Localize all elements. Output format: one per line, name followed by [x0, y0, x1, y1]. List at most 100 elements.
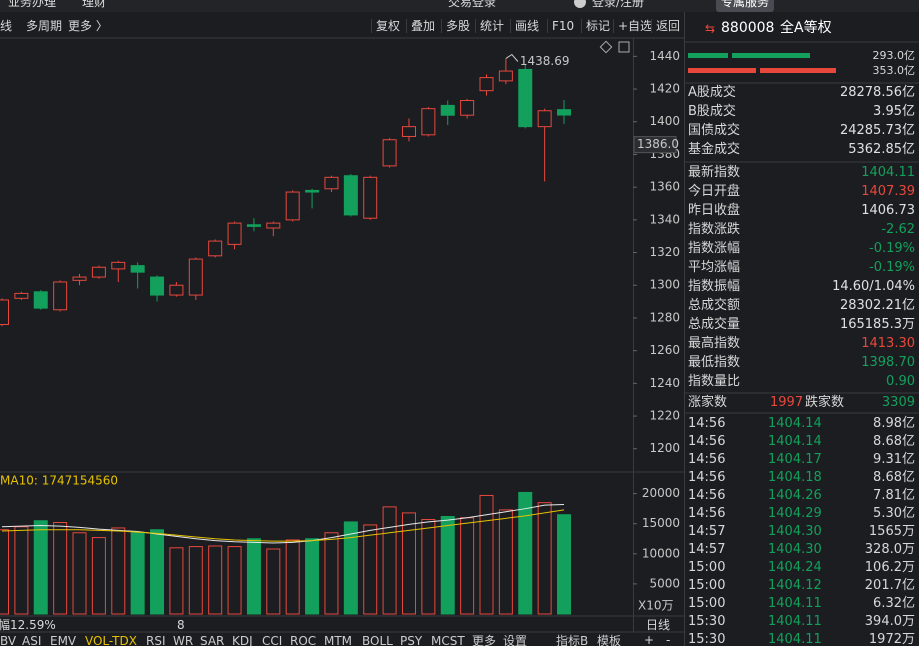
volume-bar — [518, 491, 533, 615]
indicator-tab[interactable]: 指标B — [556, 634, 589, 646]
volume-bar — [246, 538, 261, 615]
top-bar-item[interactable]: 登录/注册 — [592, 0, 645, 9]
stat-label: 总成交额 — [688, 298, 741, 313]
indicator-tab[interactable]: 设置 — [503, 634, 528, 646]
volume-bar — [440, 516, 455, 615]
flow-bar — [760, 68, 836, 73]
volume-bar — [382, 506, 397, 615]
user-icon[interactable] — [574, 0, 586, 8]
zoom-in[interactable]: + — [644, 633, 655, 646]
indicator-tab[interactable]: EMV — [50, 634, 77, 646]
volume-bar — [537, 502, 552, 615]
toolbar-button[interactable]: F10 — [547, 19, 574, 33]
candle-body — [382, 139, 397, 167]
candle-body — [130, 265, 145, 273]
y-tick-label: 20000 — [642, 486, 680, 500]
service-button-bg[interactable] — [716, 0, 774, 12]
indicator-tab[interactable]: WR — [173, 634, 194, 646]
indicator-tab[interactable]: SAR — [200, 634, 225, 646]
trade-price: 1404.18 — [768, 470, 822, 485]
trade-time: 14:56 — [688, 488, 726, 503]
stat-label: 指数振幅 — [688, 279, 741, 294]
candle-body — [440, 104, 455, 116]
stat-value: 0.90 — [886, 374, 915, 389]
volume-bar — [421, 519, 436, 615]
candle-body — [188, 258, 203, 296]
volume-bar — [91, 537, 106, 615]
window-icon[interactable] — [618, 41, 630, 53]
stat-value: 1404.11 — [861, 165, 915, 180]
volume-bar — [305, 538, 320, 615]
y-tick-label: 1240 — [649, 376, 680, 390]
indicator-tab[interactable]: CCI — [262, 634, 283, 646]
volume-bar — [557, 514, 572, 615]
y-tick-label: 1300 — [649, 278, 680, 292]
top-bar-item[interactable]: 专属服务 — [721, 0, 770, 9]
stat-label: 指数涨跌 — [688, 222, 741, 237]
trade-price: 1404.11 — [768, 632, 822, 646]
stat-label: 总成交量 — [688, 317, 741, 332]
ma-line — [1, 503, 565, 544]
period-button[interactable]: 多周期 — [26, 19, 63, 33]
trade-price: 1404.30 — [768, 542, 822, 557]
trade-volume: 8.68亿 — [873, 470, 915, 485]
volume-bar — [460, 517, 475, 615]
indicator-tab[interactable]: BV — [0, 634, 17, 646]
cursor-label: 1386.0 — [637, 137, 679, 151]
candle-body — [266, 222, 281, 229]
toolbar-button[interactable]: 统计 — [475, 19, 504, 33]
flow-value: 293.0亿 — [872, 49, 916, 62]
toolbar-button[interactable]: 画线 — [510, 19, 539, 33]
indicator-tab[interactable]: 更多 — [472, 634, 497, 646]
trade-time: 14:56 — [688, 452, 726, 467]
stat-label: 指数量比 — [688, 374, 741, 389]
indicator-tab[interactable]: ASI — [22, 634, 42, 646]
volume-bar — [169, 547, 184, 615]
toolbar-button[interactable]: 标记 — [581, 19, 610, 33]
toolbar-button[interactable]: 多股 — [441, 19, 470, 33]
indicator-tab[interactable]: KDJ — [232, 634, 253, 646]
stat-label: 平均涨幅 — [688, 260, 741, 275]
trade-volume: 5.30亿 — [873, 506, 915, 521]
candle-body — [208, 240, 223, 257]
stat-label: 指数涨幅 — [688, 241, 741, 256]
switch-icon[interactable]: ⇆ — [705, 22, 715, 36]
trade-volume: 8.98亿 — [873, 416, 915, 431]
indicator-tab[interactable]: VOL-TDX — [85, 634, 137, 646]
diamond-icon[interactable] — [599, 40, 613, 54]
volume-bar — [479, 494, 494, 615]
candle-body — [498, 70, 513, 82]
indicator-tab[interactable]: PSY — [400, 634, 423, 646]
y-tick-label: 1420 — [649, 82, 680, 96]
volume-bar — [208, 545, 223, 615]
indicator-tab[interactable]: MCST — [431, 634, 465, 646]
indicator-tab[interactable]: BOLL — [362, 634, 393, 646]
indicator-tab[interactable]: RSI — [146, 634, 166, 646]
toolbar-button[interactable]: +自选 — [613, 19, 652, 33]
indicator-tab[interactable]: MTM — [324, 634, 353, 646]
indicator-tab[interactable]: 模板 — [597, 634, 622, 646]
stat-value: -0.19% — [869, 241, 915, 256]
trade-volume: 1972万 — [868, 632, 915, 646]
zoom-out[interactable]: - — [666, 633, 671, 646]
stat-value: 28302.21亿 — [839, 298, 915, 313]
top-bar-item[interactable]: 理财 — [82, 0, 107, 9]
period-button[interactable]: 线 — [0, 19, 13, 33]
volume-bar — [343, 521, 358, 615]
top-bar-item[interactable]: 业务办理 — [8, 0, 57, 9]
toolbar-button[interactable]: 复权 — [371, 19, 400, 33]
volume-bar — [111, 527, 126, 615]
y-tick-label: 10000 — [642, 546, 680, 560]
candle-body — [305, 189, 320, 193]
toolbar-button[interactable]: 返回 — [651, 19, 680, 33]
stat-value: 24285.73亿 — [839, 123, 915, 138]
volume-bar — [0, 529, 9, 615]
y-tick-label: 1260 — [649, 343, 680, 357]
period-button[interactable]: 更多 〉 — [68, 19, 108, 33]
candle-body — [363, 176, 378, 219]
y-tick-label: 15000 — [642, 516, 680, 530]
toolbar-button[interactable]: 叠加 — [406, 19, 435, 33]
indicator-tab[interactable]: ROC — [290, 634, 317, 646]
top-bar-item[interactable]: 交易登录 — [448, 0, 497, 9]
